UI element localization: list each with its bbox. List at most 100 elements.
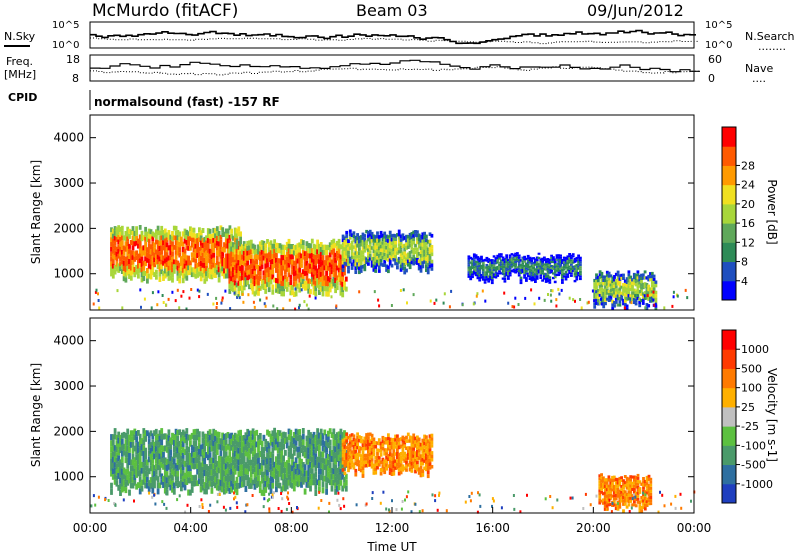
heatmap-cell xyxy=(133,236,137,242)
heatmap-cell xyxy=(156,464,160,471)
heatmap-cell xyxy=(210,463,214,470)
heatmap-cell xyxy=(301,269,305,275)
heatmap-cell xyxy=(285,266,289,272)
heatmap-cell xyxy=(579,259,582,262)
heatmap-cell xyxy=(149,229,153,235)
heatmap-cell xyxy=(126,440,130,446)
heatmap-cell xyxy=(262,250,266,256)
heatmap-cell xyxy=(241,435,244,442)
heatmap-cell xyxy=(239,464,242,471)
heatmap-cell xyxy=(659,490,661,494)
heatmap-cell xyxy=(571,255,575,258)
heatmap-cell xyxy=(632,276,636,280)
heatmap-cell xyxy=(410,443,414,448)
heatmap-cell xyxy=(401,453,405,458)
heatmap-cell xyxy=(269,245,273,251)
heatmap-cell xyxy=(426,251,430,256)
heatmap-cell xyxy=(408,467,412,472)
heatmap-cell xyxy=(416,230,419,234)
heatmap-cell xyxy=(312,264,316,270)
heatmap-cell xyxy=(399,466,403,471)
heatmap-cell xyxy=(199,444,203,451)
heatmap-cell xyxy=(604,301,607,306)
heatmap-cell xyxy=(276,258,280,264)
heatmap-cell xyxy=(113,226,117,231)
heatmap-cell xyxy=(512,260,516,263)
heatmap-cell xyxy=(267,454,271,461)
heatmap-cell xyxy=(138,482,142,489)
heatmap-cell xyxy=(537,252,541,255)
heatmap-cell xyxy=(210,481,214,488)
heatmap-cell xyxy=(638,510,642,513)
heatmap-cell xyxy=(339,285,343,291)
heatmap-cell xyxy=(307,248,311,254)
heatmap-cell xyxy=(528,268,532,271)
heatmap-cell xyxy=(406,449,410,453)
heatmap-cell xyxy=(467,273,471,276)
heatmap-cell xyxy=(230,233,233,239)
heatmap-cell xyxy=(359,238,363,243)
heatmap-cell xyxy=(294,468,298,475)
heatmap-cell xyxy=(330,479,334,486)
heatmap-cell xyxy=(303,266,307,271)
heatmap-cell xyxy=(289,441,293,448)
heatmap-cell xyxy=(350,266,354,270)
heatmap-cell xyxy=(337,491,340,495)
heatmap-cell xyxy=(552,276,555,280)
heatmap-cell xyxy=(282,286,285,292)
heatmap-cell xyxy=(541,262,544,265)
heatmap-cell xyxy=(640,273,643,277)
heatmap-cell xyxy=(593,288,597,293)
heatmap-cell xyxy=(534,260,537,264)
heatmap-cell xyxy=(172,259,176,265)
heatmap-cell xyxy=(287,262,291,268)
heatmap-cell xyxy=(394,254,397,259)
heatmap-cell xyxy=(476,260,480,264)
heatmap-cell xyxy=(246,428,250,435)
heatmap-cell xyxy=(124,272,128,278)
heatmap-cell xyxy=(356,456,359,460)
heatmap-cell xyxy=(208,440,212,447)
heatmap-cell xyxy=(321,270,325,276)
heatmap-cell xyxy=(233,285,237,291)
heatmap-cell xyxy=(199,486,203,493)
heatmap-cell xyxy=(147,468,151,475)
heatmap-cell xyxy=(248,453,251,460)
heatmap-cell xyxy=(126,445,130,452)
heatmap-cell xyxy=(405,495,408,499)
heatmap-cell xyxy=(404,498,406,502)
heatmap-cell xyxy=(216,500,219,504)
heatmap-cell xyxy=(674,506,677,510)
heatmap-cell xyxy=(627,279,631,283)
heatmap-cell xyxy=(242,458,246,464)
heatmap-cell xyxy=(332,267,336,273)
heatmap-cell xyxy=(138,239,142,245)
heatmap-cell xyxy=(294,463,298,469)
heatmap-cell xyxy=(638,490,642,494)
heatmap-cell xyxy=(405,257,408,262)
heatmap-cell xyxy=(190,242,194,248)
heatmap-cell xyxy=(396,455,399,459)
heatmap-cell xyxy=(339,244,343,250)
heatmap-cell xyxy=(253,280,257,287)
heatmap-cell xyxy=(253,305,256,309)
heatmap-cell xyxy=(212,267,216,273)
heatmap-cell xyxy=(189,471,192,478)
heatmap-cell xyxy=(345,234,349,238)
heatmap-cell xyxy=(641,298,645,302)
heatmap-cell xyxy=(111,439,115,446)
heatmap-cell xyxy=(235,268,239,273)
heatmap-cell xyxy=(298,242,302,248)
heatmap-cell xyxy=(616,478,620,482)
heatmap-cell xyxy=(425,453,428,457)
heatmap-cell xyxy=(627,483,631,488)
heatmap-cell xyxy=(197,442,201,449)
heatmap-cell xyxy=(241,259,244,265)
heatmap-cell xyxy=(284,245,287,250)
heatmap-cell xyxy=(278,441,282,448)
heatmap-cell xyxy=(613,294,616,298)
heatmap-cell xyxy=(562,263,566,266)
heatmap-cell xyxy=(371,497,374,500)
heatmap-cell xyxy=(399,242,403,246)
heatmap-cell xyxy=(171,290,174,294)
